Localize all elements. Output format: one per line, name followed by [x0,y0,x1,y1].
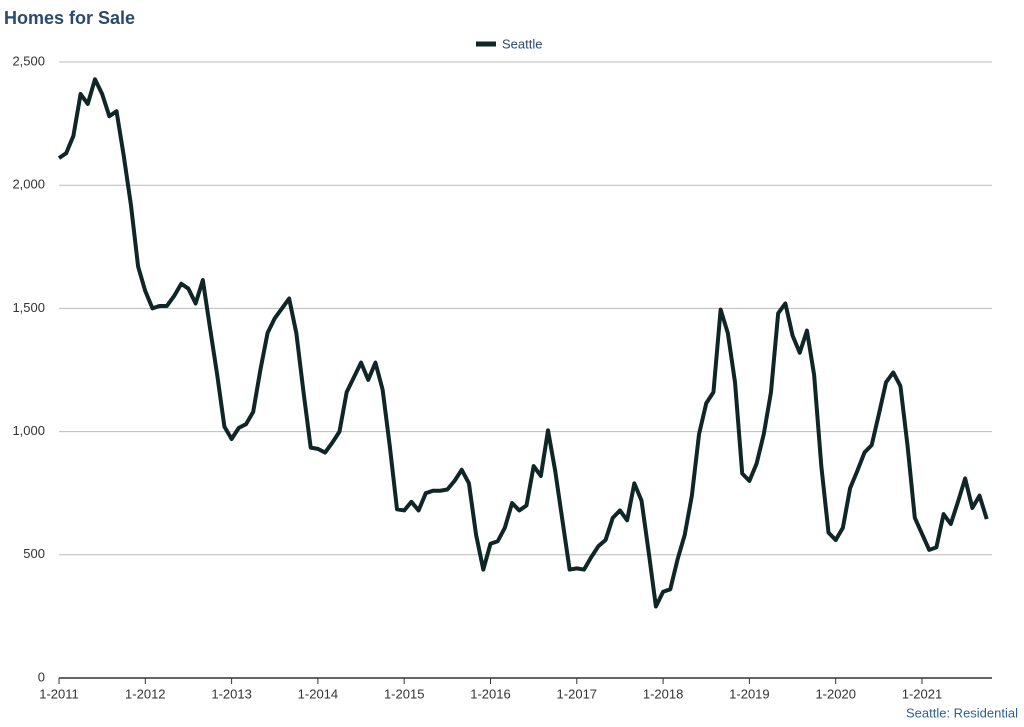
chart-title: Homes for Sale [4,8,135,28]
x-tick-label: 1-2017 [557,686,597,701]
x-tick-label: 1-2018 [643,686,683,701]
footer: Seattle: Residential [906,705,1018,720]
legend-label: Seattle [502,36,542,51]
series-line [57,77,989,609]
y-tick-label: 1,000 [12,423,45,438]
y-tick-label: 2,000 [12,177,45,192]
x-tick-label: 1-2013 [211,686,251,701]
x-tick-label: 1-2019 [729,686,769,701]
y-tick-label: 0 [38,669,45,684]
y-tick-label: 1,500 [12,300,45,315]
x-tick-label: 1-2016 [470,686,510,701]
y-tick-label: 2,500 [12,53,45,68]
x-tick-label: 1-2021 [902,686,942,701]
y-tick-label: 500 [23,546,45,561]
x-tick-label: 1-2012 [125,686,165,701]
x-tick-label: 1-2014 [298,686,338,701]
x-tick-label: 1-2011 [39,686,79,701]
x-tick-label: 1-2020 [815,686,855,701]
x-tick-label: 1-2015 [384,686,424,701]
